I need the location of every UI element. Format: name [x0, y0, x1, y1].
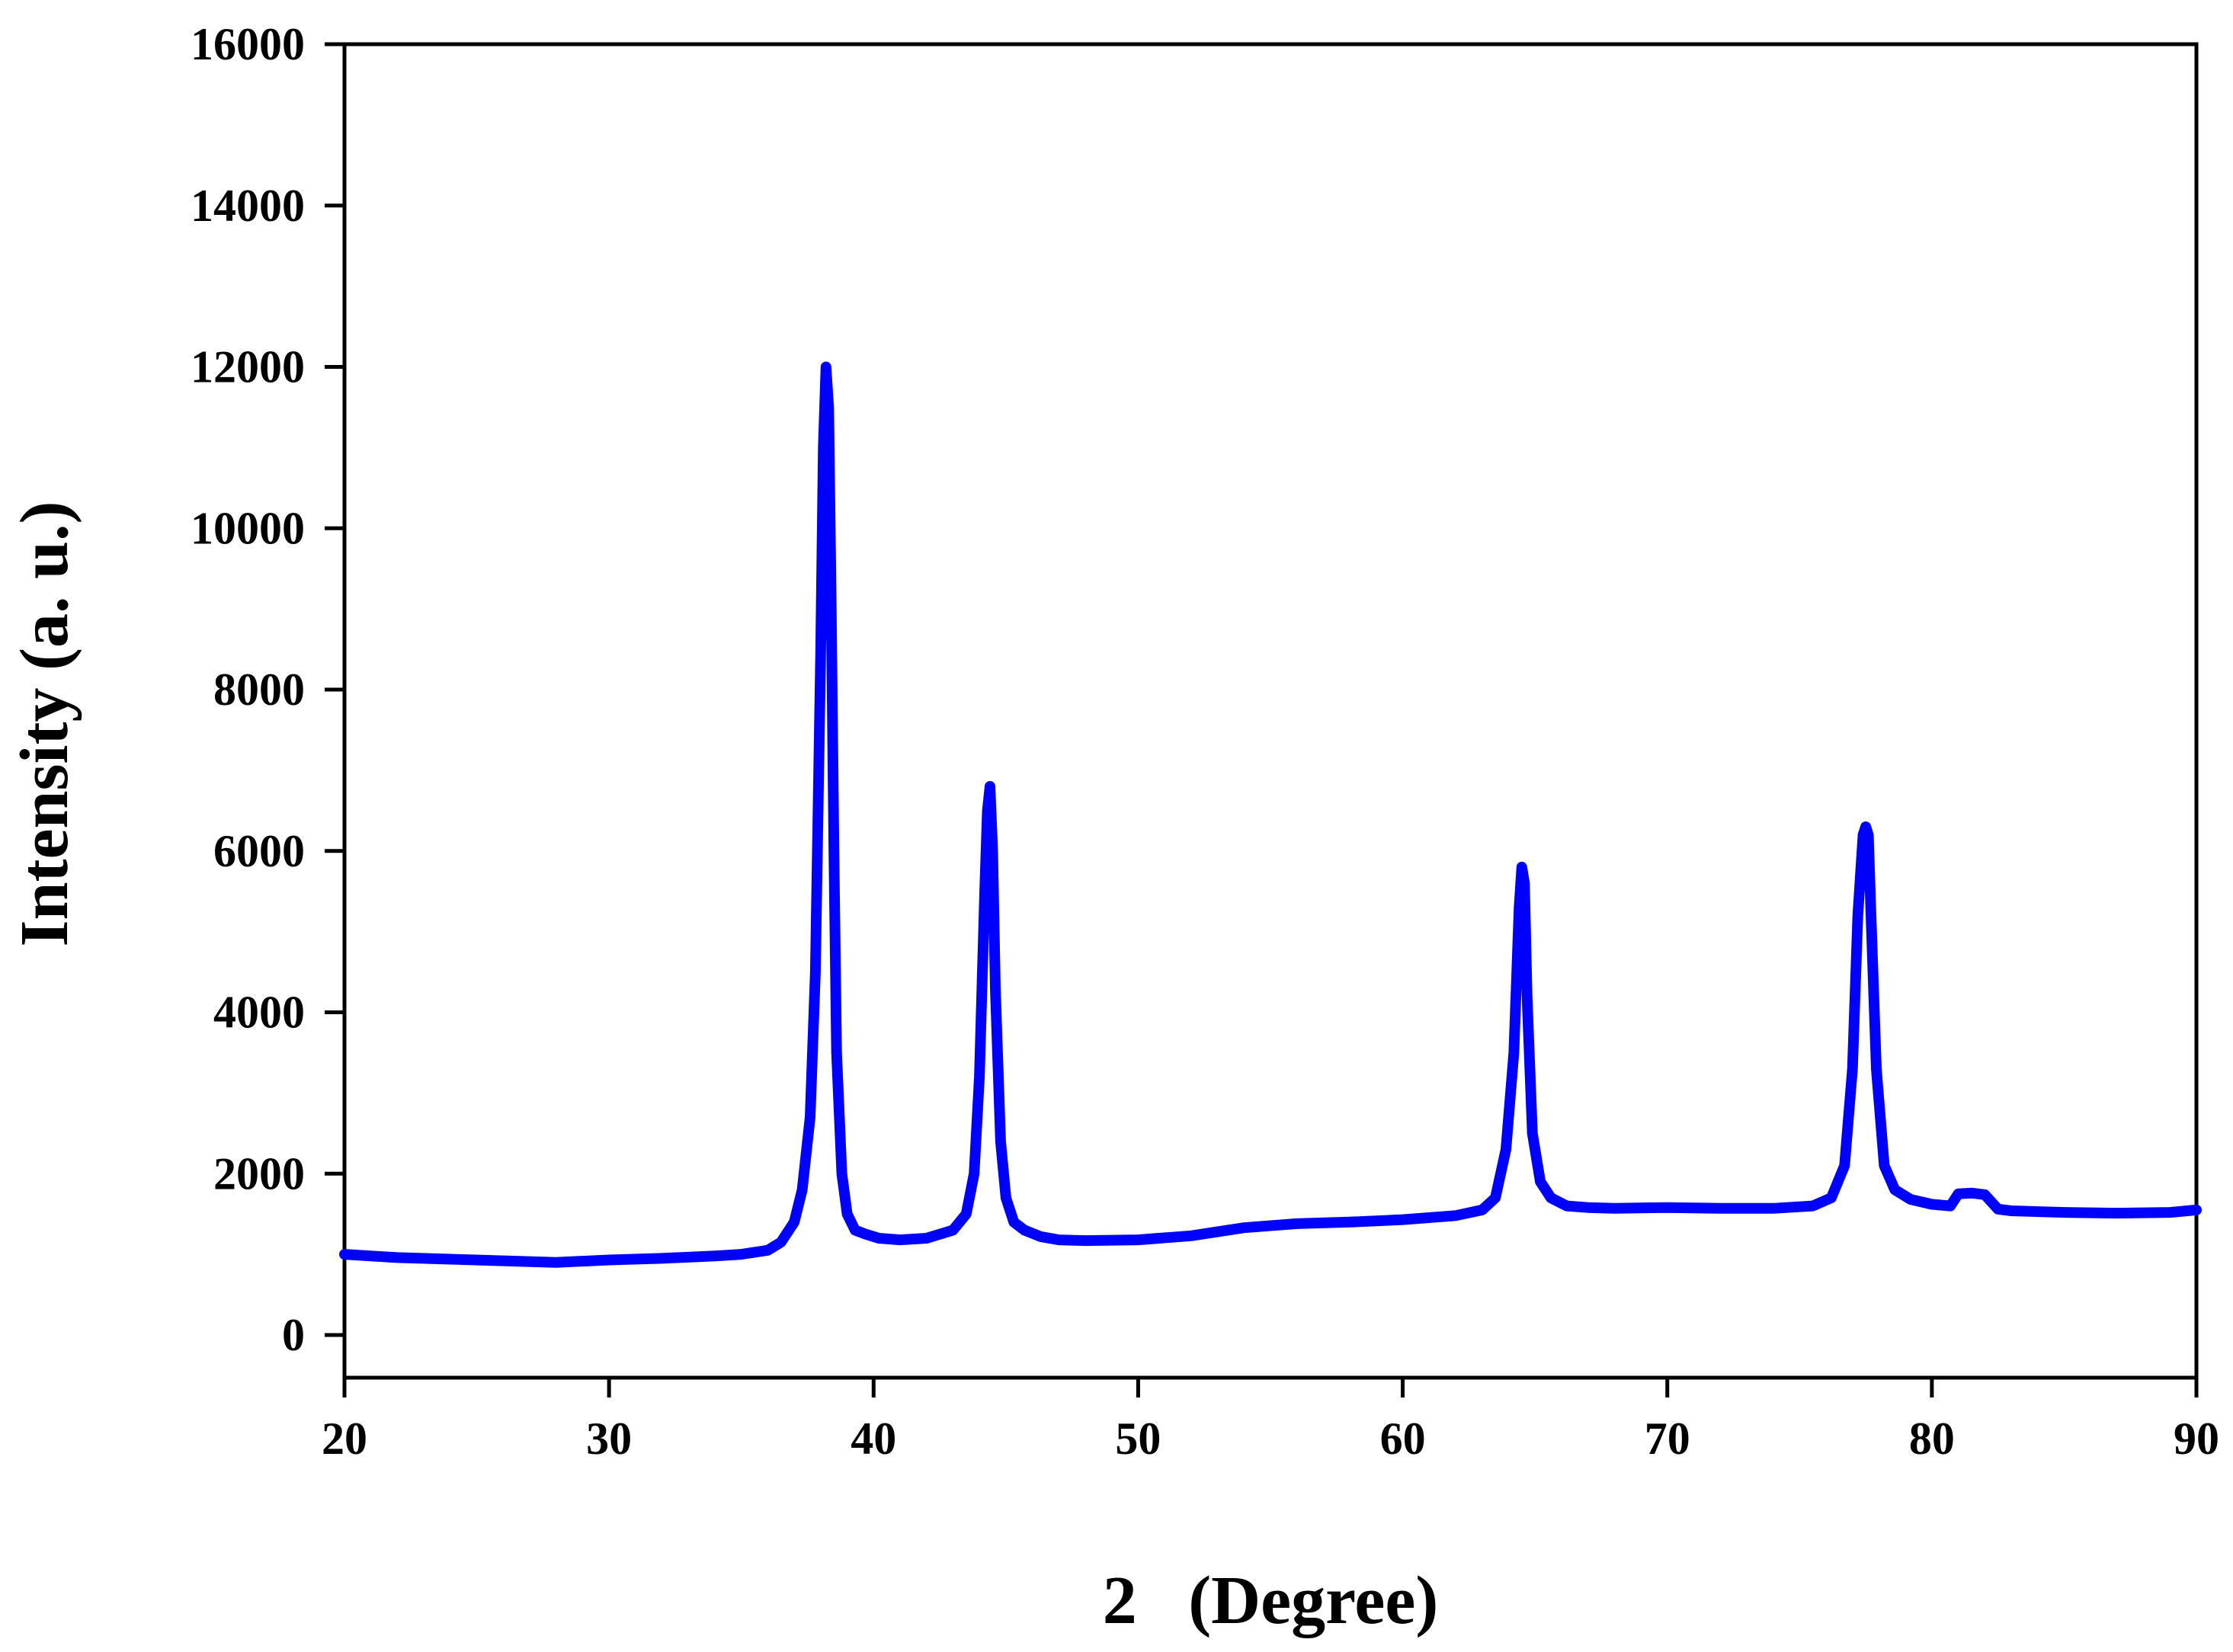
y-tick-label: 2000 — [213, 1148, 305, 1199]
x-tick-label: 70 — [1645, 1413, 1690, 1464]
series-line — [339, 361, 2202, 1268]
x-tick-label: 20 — [322, 1413, 367, 1464]
y-tick-label: 6000 — [213, 826, 305, 876]
x-tick-label: 60 — [1380, 1413, 1426, 1464]
x-axis-ticks: 20 30 40 50 60 70 80 90 — [322, 1378, 2219, 1464]
x-tick-label: 40 — [851, 1413, 896, 1464]
y-tick-label: 0 — [282, 1310, 305, 1360]
y-tick-label: 8000 — [213, 664, 305, 715]
y-tick-label: 16000 — [191, 19, 305, 69]
x-tick-label: 90 — [2174, 1413, 2219, 1464]
y-tick-label: 14000 — [191, 181, 305, 231]
x-tick-label: 50 — [1115, 1413, 1161, 1464]
x-axis-title: 2 (Degree) — [1103, 1563, 1439, 1638]
x-tick-label: 80 — [1909, 1413, 1955, 1464]
y-tick-label: 4000 — [213, 988, 305, 1038]
x-tick-label: 30 — [586, 1413, 632, 1464]
y-tick-label: 10000 — [191, 503, 305, 553]
y-axis-ticks: 0 2000 4000 6000 8000 10000 12000 14000 16000 — [191, 19, 344, 1360]
y-axis-title: Intensity (a. u.) — [7, 501, 82, 946]
plot-frame — [342, 42, 2199, 1380]
y-tick-label: 12000 — [191, 342, 305, 392]
